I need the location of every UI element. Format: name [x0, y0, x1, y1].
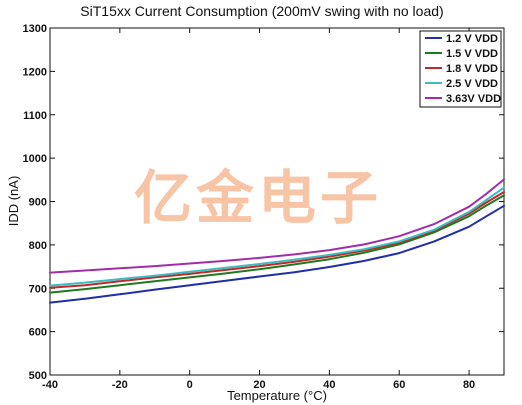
y-axis-label: IDD (nA): [6, 176, 21, 227]
x-axis-label: Temperature (°C): [227, 388, 327, 403]
y-tick-label: 1000: [23, 153, 47, 165]
series-line-2: [49, 194, 505, 294]
series-line-1: [49, 204, 505, 304]
y-tick-label: 700: [29, 283, 47, 295]
y-tick-label: 1300: [23, 23, 47, 35]
legend-entry: 3.63V VDD: [446, 93, 501, 105]
y-tick-label: 800: [29, 240, 47, 252]
series-lines: [49, 178, 505, 304]
legend-entry: 1.5 V VDD: [446, 48, 498, 60]
y-tick-label: 1200: [23, 66, 47, 78]
y-tick-label: 500: [29, 370, 47, 382]
series-line-5: [49, 178, 505, 274]
legend-entry: 1.2 V VDD: [446, 33, 498, 45]
axis-ticks: -40 -20 0 20 40 60 80 500 600 700 800 900 1000 1100 12…: [23, 23, 504, 391]
y-tick-label: 1100: [23, 110, 47, 122]
x-tick-label: 20: [253, 379, 265, 391]
series-line-4: [49, 186, 505, 287]
x-tick-label: 0: [187, 379, 193, 391]
x-tick-label: -40: [42, 379, 58, 391]
y-tick-label: 600: [29, 327, 47, 339]
x-tick-label: 80: [463, 379, 475, 391]
series-line-3: [49, 191, 505, 289]
legend: 1.2 V VDD 1.5 V VDD 1.8 V VDD 2.5 V VDD 3.63…: [419, 30, 502, 108]
watermark-text: 亿金电子: [134, 164, 382, 232]
x-tick-label: 60: [393, 379, 405, 391]
legend-entry: 2.5 V VDD: [446, 78, 498, 90]
legend-entry: 1.8 V VDD: [446, 63, 498, 75]
x-tick-label: -20: [112, 379, 128, 391]
x-tick-label: 40: [323, 379, 335, 391]
y-tick-label: 900: [29, 197, 47, 209]
chart-title: SiT15xx Current Consumption (200mV swing…: [80, 3, 443, 19]
